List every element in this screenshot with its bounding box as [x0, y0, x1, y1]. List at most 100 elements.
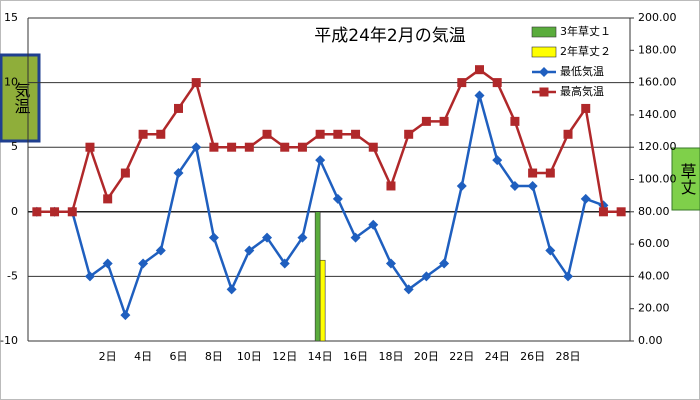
- marker: [404, 129, 414, 139]
- marker: [510, 116, 520, 126]
- marker: [350, 232, 361, 243]
- y-tick-label: 10: [4, 76, 18, 89]
- marker: [244, 245, 255, 256]
- marker: [475, 65, 484, 75]
- marker: [315, 155, 326, 166]
- marker: [580, 193, 591, 204]
- y2-tick-label: 20.00: [638, 302, 670, 315]
- y2-tick-label: 80.00: [638, 205, 670, 218]
- y2-tick-label: 140.00: [638, 108, 677, 121]
- marker: [492, 78, 502, 88]
- x-tick-label: 28日: [556, 350, 581, 363]
- y2-tick-label: 200.00: [638, 11, 677, 24]
- x-tick-label: 2日: [99, 350, 117, 363]
- marker: [32, 207, 42, 217]
- y-label: 気温: [12, 82, 31, 114]
- y2-label: 草丈: [678, 163, 697, 195]
- marker: [67, 207, 77, 217]
- x-tick-label: 10日: [237, 350, 262, 363]
- marker: [155, 245, 166, 256]
- legend-swatch: [531, 26, 557, 38]
- marker: [581, 103, 591, 113]
- marker: [174, 103, 183, 113]
- marker: [368, 219, 379, 230]
- marker: [191, 142, 202, 153]
- y-tick-label: -10: [0, 334, 18, 347]
- marker: [191, 78, 201, 88]
- y-label-box: [0, 53, 41, 143]
- y-tick-label: -5: [7, 269, 18, 282]
- y-tick-label: 15: [4, 11, 18, 24]
- marker: [368, 142, 378, 152]
- marker: [456, 180, 467, 191]
- x-tick-label: 8日: [205, 350, 223, 363]
- chart-title: 平成24年2月の気温: [314, 26, 465, 46]
- marker: [209, 142, 219, 152]
- bar: [319, 259, 326, 342]
- marker: [102, 258, 113, 269]
- bar: [314, 211, 321, 342]
- legend-marker: [539, 87, 549, 97]
- marker: [421, 116, 431, 126]
- marker: [85, 142, 95, 152]
- marker: [439, 116, 449, 126]
- y2-tick-label: 160.00: [638, 76, 677, 89]
- legend-marker: [539, 67, 549, 77]
- x-tick-label: 24日: [485, 350, 510, 363]
- legend-label: 2年草丈２: [560, 44, 611, 58]
- marker: [492, 155, 503, 166]
- marker: [474, 90, 485, 101]
- marker: [279, 258, 290, 269]
- y2-tick-label: 40.00: [638, 269, 670, 282]
- y2-label-box: [671, 147, 700, 211]
- marker: [208, 232, 219, 243]
- marker: [403, 284, 414, 295]
- marker: [103, 194, 113, 204]
- x-tick-label: 16日: [343, 350, 368, 363]
- legend-swatch: [531, 46, 557, 58]
- x-tick-label: 18日: [378, 350, 403, 363]
- marker: [333, 129, 343, 139]
- x-tick-label: 12日: [272, 350, 297, 363]
- marker: [156, 129, 166, 139]
- marker: [297, 232, 308, 243]
- line: [36, 68, 622, 214]
- marker: [50, 207, 60, 217]
- marker: [120, 310, 131, 321]
- marker: [120, 168, 130, 178]
- marker: [439, 258, 450, 269]
- x-tick-label: 20日: [414, 350, 439, 363]
- marker: [262, 232, 273, 243]
- legend-label: 最低気温: [560, 64, 604, 78]
- marker: [262, 129, 272, 139]
- marker: [616, 207, 626, 217]
- marker: [457, 78, 467, 88]
- y2-tick-label: 0.00: [638, 334, 663, 347]
- y2-tick-label: 60.00: [638, 237, 670, 250]
- y2-tick-label: 180.00: [638, 43, 677, 56]
- marker: [563, 271, 574, 282]
- x-tick-label: 14日: [308, 350, 333, 363]
- y2-tick-label: 100.00: [638, 173, 677, 186]
- marker: [226, 284, 237, 295]
- marker: [527, 180, 538, 191]
- x-tick-label: 22日: [449, 350, 474, 363]
- legend-label: 最高気温: [560, 84, 604, 98]
- marker: [138, 129, 148, 139]
- legend-label: 3年草丈１: [560, 24, 611, 38]
- x-tick-label: 6日: [170, 350, 188, 363]
- marker: [598, 207, 608, 217]
- marker: [351, 129, 361, 139]
- marker: [385, 258, 396, 269]
- marker: [297, 142, 307, 152]
- marker: [528, 168, 538, 178]
- marker: [315, 129, 325, 139]
- marker: [227, 142, 237, 152]
- marker: [421, 271, 432, 282]
- marker: [244, 142, 254, 152]
- marker: [84, 271, 95, 282]
- marker: [173, 168, 184, 179]
- marker: [545, 245, 556, 256]
- marker: [138, 258, 149, 269]
